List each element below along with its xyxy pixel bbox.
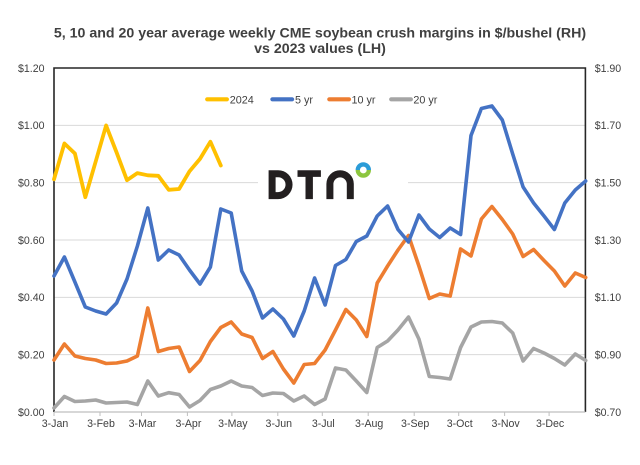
svg-text:3-Apr: 3-Apr bbox=[175, 418, 201, 430]
svg-text:3-Nov: 3-Nov bbox=[491, 418, 520, 430]
svg-text:vs 2023 values (LH): vs 2023 values (LH) bbox=[254, 41, 386, 57]
svg-text:3-Mar: 3-Mar bbox=[129, 418, 157, 430]
svg-text:5 yr: 5 yr bbox=[295, 94, 313, 106]
svg-text:$1.30: $1.30 bbox=[595, 235, 622, 247]
svg-text:3-Sep: 3-Sep bbox=[401, 418, 429, 430]
svg-text:3-Jul: 3-Jul bbox=[312, 418, 335, 430]
svg-text:$0.80: $0.80 bbox=[18, 177, 45, 189]
svg-text:5, 10 and 20 year average week: 5, 10 and 20 year average weekly CME soy… bbox=[54, 26, 587, 42]
svg-text:$1.90: $1.90 bbox=[595, 63, 622, 75]
svg-text:$0.60: $0.60 bbox=[18, 235, 45, 247]
svg-text:$0.70: $0.70 bbox=[595, 407, 622, 419]
svg-text:$0.40: $0.40 bbox=[18, 292, 45, 304]
svg-text:$0.20: $0.20 bbox=[18, 349, 45, 361]
svg-text:10 yr: 10 yr bbox=[352, 94, 376, 106]
svg-text:$1.20: $1.20 bbox=[18, 63, 45, 75]
svg-text:3-Jan: 3-Jan bbox=[42, 418, 69, 430]
svg-text:2024: 2024 bbox=[230, 94, 254, 106]
svg-text:3-May: 3-May bbox=[218, 418, 248, 430]
svg-text:$1.70: $1.70 bbox=[595, 120, 622, 132]
svg-text:$1.10: $1.10 bbox=[595, 292, 622, 304]
svg-text:3-Dec: 3-Dec bbox=[536, 418, 565, 430]
svg-text:$0.00: $0.00 bbox=[18, 407, 45, 419]
svg-text:3-Feb: 3-Feb bbox=[87, 418, 115, 430]
svg-text:$1.00: $1.00 bbox=[18, 120, 45, 132]
svg-text:20 yr: 20 yr bbox=[413, 94, 437, 106]
svg-text:3-Jun: 3-Jun bbox=[266, 418, 293, 430]
svg-text:$1.50: $1.50 bbox=[595, 177, 622, 189]
svg-text:$0.90: $0.90 bbox=[595, 349, 622, 361]
svg-text:3-Aug: 3-Aug bbox=[355, 418, 383, 430]
svg-text:3-Oct: 3-Oct bbox=[447, 418, 473, 430]
